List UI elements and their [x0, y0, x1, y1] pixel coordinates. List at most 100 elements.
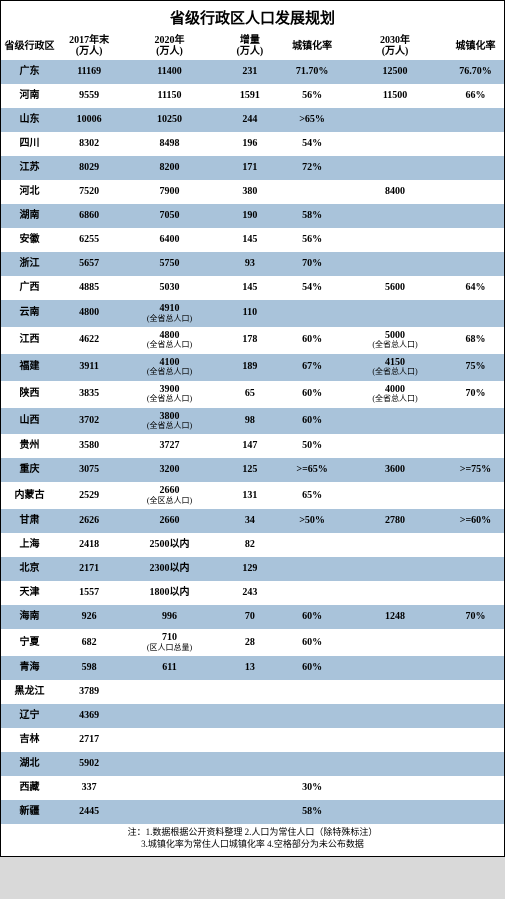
table-cell: 145: [219, 228, 281, 252]
table-cell: [281, 180, 343, 204]
table-row: 江苏8029820017172%: [1, 156, 504, 180]
table-cell: 湖北: [1, 752, 58, 776]
table-cell: 新疆: [1, 800, 58, 824]
table-cell: [281, 680, 343, 704]
table-cell: >50%: [281, 509, 343, 533]
table-cell: 江苏: [1, 156, 58, 180]
table-cell: >=60%: [447, 509, 504, 533]
table-cell: 9559: [58, 84, 120, 108]
data-table: 省级行政区2017年末(万人)2020年(万人)增量(万人)城镇化率2030年(…: [1, 32, 504, 824]
table-cell: 8302: [58, 132, 120, 156]
table-row: 福建39114100(全省总人口)18967%4150(全省总人口)75%: [1, 354, 504, 381]
table-cell: [343, 752, 447, 776]
table-cell: 陕西: [1, 381, 58, 408]
table-cell: 380: [219, 180, 281, 204]
table-cell: 231: [219, 60, 281, 84]
table-cell: 6400: [120, 228, 219, 252]
table-cell: 7520: [58, 180, 120, 204]
table-row: 安徽6255640014556%: [1, 228, 504, 252]
table-row: 四川8302849819654%: [1, 132, 504, 156]
table-cell: 12500: [343, 60, 447, 84]
table-cell: 山东: [1, 108, 58, 132]
table-cell: 98: [219, 408, 281, 435]
table-cell: 青海: [1, 656, 58, 680]
table-cell: [447, 704, 504, 728]
table-cell: 3075: [58, 458, 120, 482]
table-cell: 337: [58, 776, 120, 800]
table-cell: 72%: [281, 156, 343, 180]
table-cell: [120, 704, 219, 728]
table-row: 湖北5902: [1, 752, 504, 776]
table-cell: 196: [219, 132, 281, 156]
table-cell: 13: [219, 656, 281, 680]
table-cell: [120, 728, 219, 752]
table-row: 浙江565757509370%: [1, 252, 504, 276]
table-cell: 598: [58, 656, 120, 680]
table-cell: 广东: [1, 60, 58, 84]
table-cell: 3911: [58, 354, 120, 381]
table-cell: 内蒙古: [1, 482, 58, 509]
table-cell: 243: [219, 581, 281, 605]
table-cell: 2445: [58, 800, 120, 824]
table-cell: [447, 132, 504, 156]
table-cell: [343, 629, 447, 656]
table-cell: [447, 557, 504, 581]
table-cell: 6860: [58, 204, 120, 228]
table-row: 上海24182500以内82: [1, 533, 504, 557]
table-cell: 5030: [120, 276, 219, 300]
table-cell: [343, 581, 447, 605]
table-cell: 11400: [120, 60, 219, 84]
table-row: 陕西38353900(全省总人口)6560%4000(全省总人口)70%: [1, 381, 504, 408]
table-cell: 70%: [447, 381, 504, 408]
table-cell: 吉林: [1, 728, 58, 752]
table-cell: 71.70%: [281, 60, 343, 84]
table-cell: [219, 776, 281, 800]
table-cell: 8400: [343, 180, 447, 204]
table-cell: [447, 482, 504, 509]
table-cell: 190: [219, 204, 281, 228]
table-cell: 5750: [120, 252, 219, 276]
table-cell: [281, 581, 343, 605]
table-cell: 30%: [281, 776, 343, 800]
table-cell: 浙江: [1, 252, 58, 276]
table-cell: 3789: [58, 680, 120, 704]
page-title: 省级行政区人口发展规划: [1, 1, 504, 32]
table-cell: 70%: [281, 252, 343, 276]
table-cell: 60%: [281, 408, 343, 435]
table-cell: 110: [219, 300, 281, 327]
table-cell: [343, 557, 447, 581]
footnote-line-2: 3.城镇化率为常住人口城镇化率 4.空格部分为未公布数据: [1, 839, 504, 851]
table-cell: [219, 680, 281, 704]
table-cell: 11500: [343, 84, 447, 108]
table-cell: 996: [120, 605, 219, 629]
table-cell: 8029: [58, 156, 120, 180]
table-cell: [219, 752, 281, 776]
table-cell: 河南: [1, 84, 58, 108]
table-cell: 2418: [58, 533, 120, 557]
table-cell: 710(区人口总量): [120, 629, 219, 656]
table-cell: 171: [219, 156, 281, 180]
table-cell: 8498: [120, 132, 219, 156]
table-cell: 甘肃: [1, 509, 58, 533]
table-cell: [343, 204, 447, 228]
table-cell: [447, 752, 504, 776]
table-cell: 70: [219, 605, 281, 629]
table-cell: 611: [120, 656, 219, 680]
table-cell: 4885: [58, 276, 120, 300]
table-cell: 6255: [58, 228, 120, 252]
table-cell: 58%: [281, 800, 343, 824]
table-cell: 4369: [58, 704, 120, 728]
table-cell: 福建: [1, 354, 58, 381]
table-cell: 244: [219, 108, 281, 132]
table-cell: [343, 408, 447, 435]
table-row: 宁夏682710(区人口总量)2860%: [1, 629, 504, 656]
table-cell: 5902: [58, 752, 120, 776]
table-row: 山西37023800(全省总人口)9860%: [1, 408, 504, 435]
table-cell: >=65%: [281, 458, 343, 482]
table-cell: 65: [219, 381, 281, 408]
table-cell: 60%: [281, 629, 343, 656]
table-cell: [447, 656, 504, 680]
table-cell: 56%: [281, 84, 343, 108]
table-cell: 2626: [58, 509, 120, 533]
table-cell: 2660: [120, 509, 219, 533]
